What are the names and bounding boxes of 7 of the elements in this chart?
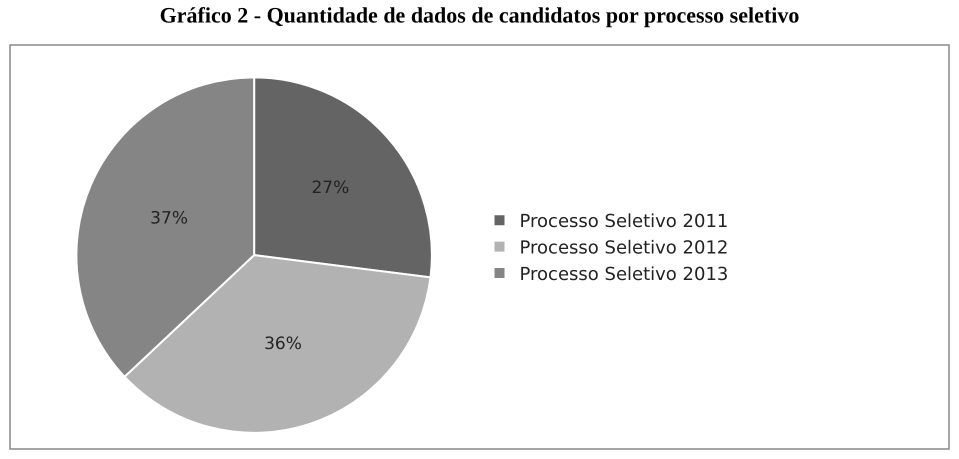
legend-label: Processo Seletivo 2013 [520,264,728,286]
legend-label: Processo Seletivo 2011 [520,211,728,232]
data-label: 37% [150,208,188,228]
chart-title: Gráfico 2 - Quantidade de dados de candidatos por processo seletivo [160,2,800,28]
data-label: 27% [311,178,350,198]
legend-label: Processo Seletivo 2012 [520,238,728,259]
data-label: 36% [264,334,302,354]
